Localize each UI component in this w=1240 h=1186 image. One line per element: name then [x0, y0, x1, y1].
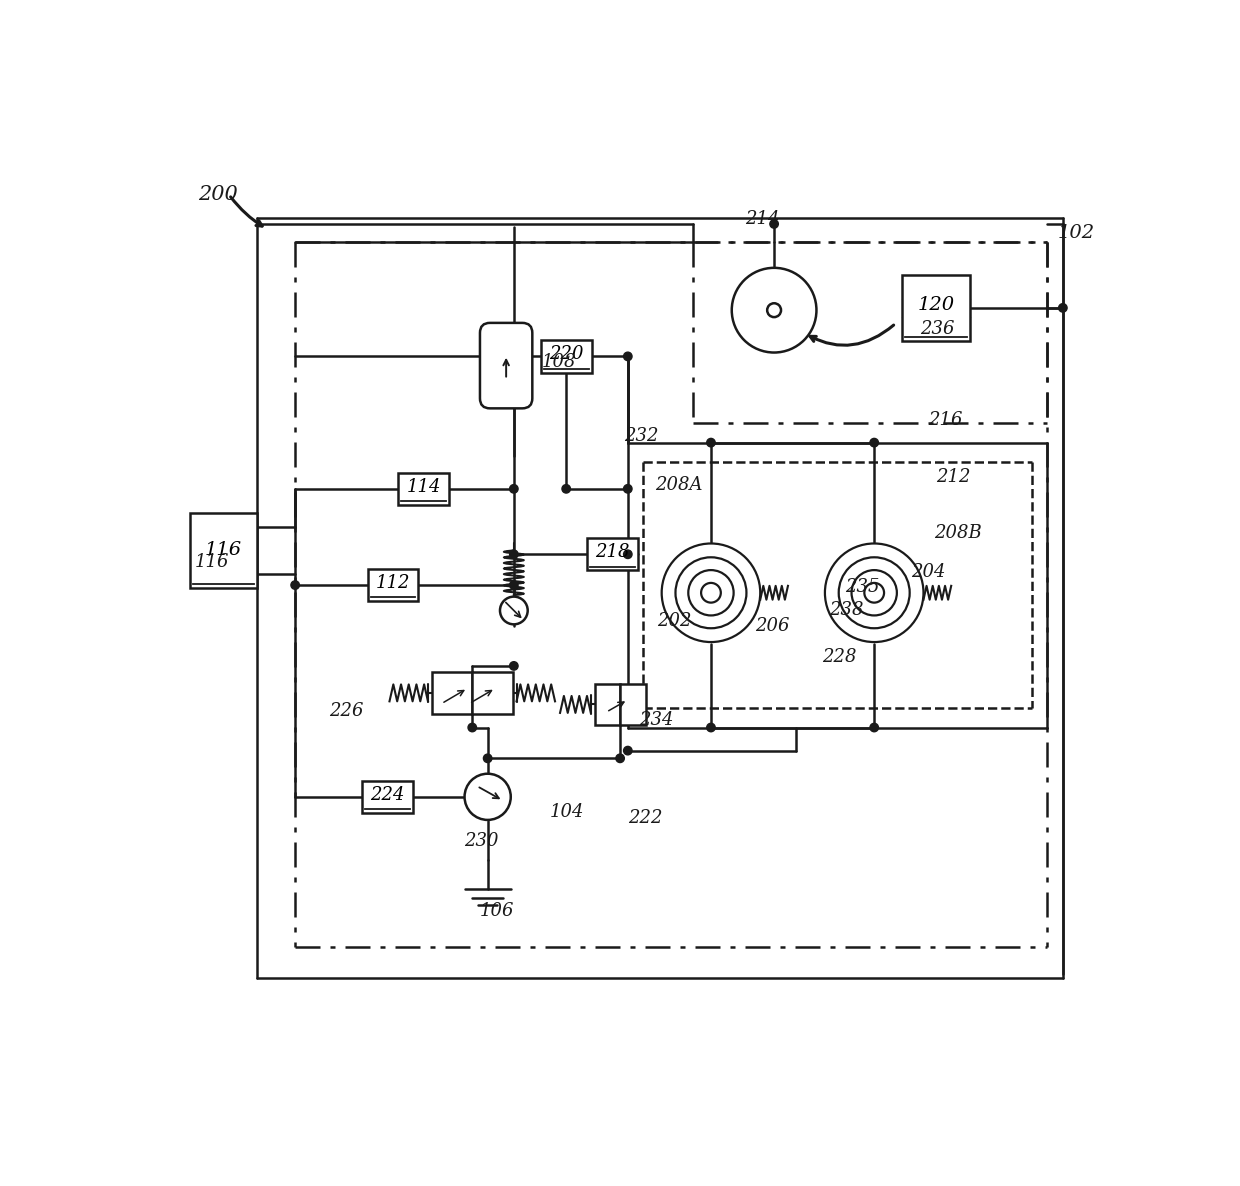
Text: 214: 214: [745, 210, 780, 229]
Text: 222: 222: [627, 809, 662, 828]
Text: 200: 200: [198, 185, 238, 204]
Circle shape: [624, 485, 632, 493]
Circle shape: [624, 550, 632, 559]
Circle shape: [1059, 304, 1068, 312]
Text: 218: 218: [595, 543, 630, 561]
Text: 208A: 208A: [655, 476, 702, 495]
Circle shape: [770, 219, 779, 228]
Text: 204: 204: [911, 563, 946, 581]
Circle shape: [624, 746, 632, 754]
Bar: [367, 569, 418, 601]
Bar: [190, 512, 258, 588]
Text: 212: 212: [936, 468, 971, 486]
Text: 116: 116: [195, 553, 229, 570]
Circle shape: [852, 570, 897, 616]
Bar: [362, 780, 413, 812]
Text: 232: 232: [624, 427, 658, 446]
Circle shape: [838, 557, 910, 629]
Circle shape: [707, 439, 715, 447]
Circle shape: [616, 754, 624, 763]
Text: 226: 226: [329, 702, 363, 720]
Circle shape: [870, 723, 878, 732]
Text: 216: 216: [928, 410, 962, 428]
Bar: [901, 275, 970, 340]
Circle shape: [467, 723, 476, 732]
Text: 114: 114: [407, 478, 441, 496]
Bar: [398, 473, 449, 505]
Bar: [472, 672, 512, 714]
Circle shape: [870, 439, 878, 447]
Circle shape: [707, 723, 715, 732]
Text: 108: 108: [542, 352, 577, 371]
Circle shape: [562, 485, 570, 493]
Text: 235: 235: [844, 579, 879, 597]
Circle shape: [510, 550, 518, 559]
Text: 102: 102: [1058, 224, 1095, 242]
Bar: [432, 672, 472, 714]
Circle shape: [732, 268, 816, 352]
Bar: [541, 340, 591, 372]
Circle shape: [624, 352, 632, 361]
Circle shape: [510, 581, 518, 589]
Text: 202: 202: [657, 612, 692, 630]
Circle shape: [662, 543, 760, 642]
Circle shape: [768, 304, 781, 317]
Text: 116: 116: [205, 542, 242, 560]
Circle shape: [864, 582, 884, 602]
Circle shape: [510, 485, 518, 493]
Circle shape: [688, 570, 734, 616]
Circle shape: [701, 582, 720, 602]
Text: 238: 238: [830, 601, 864, 619]
Text: 104: 104: [549, 803, 584, 821]
Circle shape: [510, 662, 518, 670]
Text: 224: 224: [371, 785, 404, 803]
Text: 112: 112: [376, 574, 410, 592]
Text: 106: 106: [480, 901, 515, 920]
Circle shape: [500, 597, 528, 624]
Text: 206: 206: [755, 617, 790, 635]
Text: 236: 236: [920, 320, 955, 338]
Bar: [587, 538, 637, 570]
Text: 230: 230: [465, 833, 498, 850]
Text: 228: 228: [822, 648, 857, 665]
Text: 220: 220: [549, 345, 584, 363]
Bar: [620, 683, 646, 725]
Circle shape: [825, 543, 924, 642]
Text: 208B: 208B: [934, 524, 982, 542]
Circle shape: [465, 773, 511, 820]
Text: 120: 120: [918, 295, 955, 314]
Circle shape: [291, 581, 299, 589]
Text: 234: 234: [640, 710, 673, 729]
FancyBboxPatch shape: [480, 323, 532, 408]
Bar: [595, 683, 620, 725]
Circle shape: [676, 557, 746, 629]
Circle shape: [484, 754, 492, 763]
